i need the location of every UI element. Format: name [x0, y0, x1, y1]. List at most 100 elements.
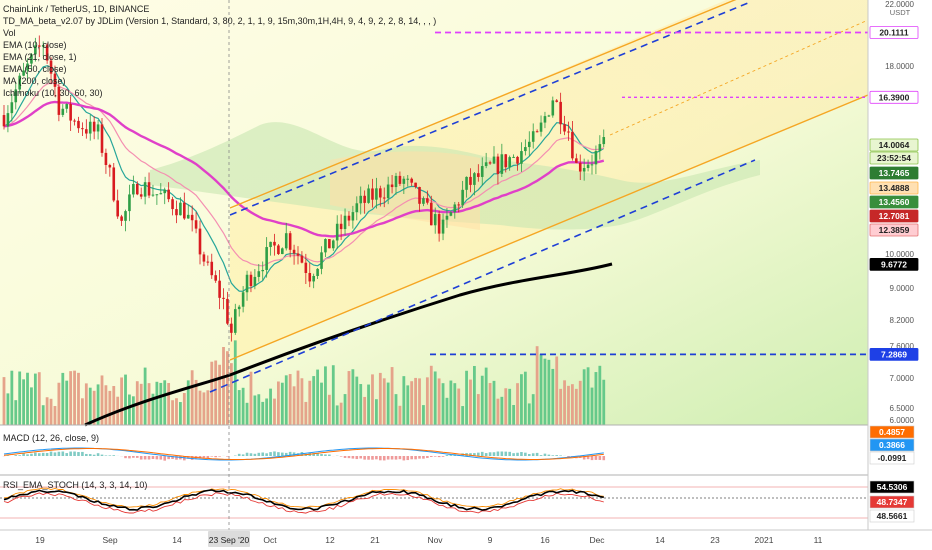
candle-body	[480, 166, 484, 177]
candle-body	[175, 209, 178, 216]
candle-body	[34, 45, 37, 55]
volume-bar	[531, 394, 535, 425]
volume-bar	[402, 376, 406, 425]
volume-bar	[69, 371, 73, 425]
volume-bar	[582, 369, 586, 425]
candle-body	[132, 183, 135, 195]
ema50-line	[3, 100, 605, 238]
macd-tag-box	[869, 425, 915, 439]
volume-bar	[594, 372, 598, 425]
candle-body	[135, 183, 139, 195]
candle-body	[214, 275, 217, 281]
indicator-legend-td[interactable]: TD_MA_beta_v2.07 by JDLim (Version 1, St…	[3, 15, 436, 27]
volume-bar	[488, 383, 492, 425]
candle-body	[269, 241, 272, 248]
candle-body	[61, 108, 65, 115]
indicator-legend-ma200[interactable]: MA (200, close)	[3, 75, 66, 87]
macd-histogram-bar	[512, 453, 515, 456]
macd-histogram-bar	[312, 453, 315, 456]
candle-body	[331, 240, 335, 249]
macd-histogram-bar	[343, 456, 347, 458]
volume-bar	[578, 380, 582, 425]
macd-signal-line	[3, 448, 604, 460]
candle-body	[116, 200, 119, 217]
candle-body	[186, 214, 190, 219]
candle-body	[257, 271, 261, 277]
macd-histogram-bar	[159, 456, 163, 460]
indicator-legend-ema50[interactable]: EMA (50, close)	[3, 63, 67, 75]
candle-body	[202, 254, 206, 262]
volume-bar	[269, 388, 272, 425]
price-tag-label: 7.2869	[881, 349, 907, 359]
indicator-legend-vol[interactable]: Vol	[3, 27, 16, 39]
volume-bar	[527, 403, 531, 425]
macd-histogram-bar	[22, 453, 25, 456]
volume-bar	[171, 400, 174, 425]
macd-histogram-bar	[143, 456, 147, 460]
candle-body	[355, 203, 359, 213]
candle-body	[183, 202, 186, 219]
candle-body	[143, 182, 147, 197]
price-axis-currency: USDT	[890, 8, 911, 17]
candle-body	[351, 212, 355, 221]
volume-bar	[124, 374, 127, 425]
volume-bar	[563, 380, 566, 425]
macd-histogram-bar	[57, 451, 61, 456]
candle-body	[543, 116, 547, 123]
stoch-legend[interactable]: RSI_EMA_STOCH (14, 3, 3, 14, 10)	[3, 479, 147, 491]
macd-histogram-bar	[45, 452, 49, 456]
price-tag-box	[869, 166, 919, 180]
price-axis-tick: 9.0000	[890, 284, 915, 293]
macd-histogram-bar	[167, 456, 170, 460]
volume-bar	[26, 372, 29, 425]
price-tag-label: 9.6772	[881, 259, 907, 269]
candle-body	[339, 223, 343, 230]
candle-body	[590, 164, 594, 166]
time-cursor-label: 23 Sep '20	[209, 535, 250, 545]
price-tag-label: 13.4888	[879, 183, 910, 193]
candle-body	[41, 45, 45, 47]
candle-body	[492, 156, 496, 164]
candle-body	[2, 115, 6, 127]
candle-body	[281, 248, 284, 255]
volume-bar	[327, 394, 331, 425]
volume-bar	[316, 369, 319, 425]
stoch-tag-label: 48.7347	[877, 497, 908, 507]
candle-body	[233, 309, 237, 333]
candle-body	[535, 131, 539, 133]
candle-body	[418, 186, 421, 204]
candle-body	[473, 173, 476, 185]
price-axis-tick: 8.2000	[890, 316, 915, 325]
volume-bar	[277, 381, 280, 425]
volume-bar	[469, 379, 472, 425]
macd-histogram-bar	[473, 453, 476, 456]
macd-histogram-bar	[190, 456, 194, 460]
volume-bar	[292, 386, 296, 425]
candle-body	[433, 214, 437, 226]
volume-bar	[151, 393, 155, 425]
volume-bar	[520, 374, 523, 425]
price-tag-box	[869, 181, 919, 195]
indicator-legend-ema10[interactable]: EMA (10, close)	[3, 39, 67, 51]
macd-histogram-bar	[88, 454, 92, 456]
candle-body	[241, 292, 245, 307]
indicator-label: MA (200, close)	[3, 76, 66, 86]
indicator-legend-ema21[interactable]: EMA (21, close, 1)	[3, 51, 77, 63]
chart-title-legend[interactable]: ChainLink / TetherUS, 1D, BINANCE	[3, 3, 149, 15]
time-axis-label: 9	[488, 535, 493, 545]
volume-bar	[49, 398, 53, 425]
macd-legend[interactable]: MACD (12, 26, close, 9)	[3, 432, 99, 444]
candle-body	[245, 274, 249, 293]
macd-histogram-bar	[206, 456, 210, 459]
candle-body	[159, 193, 163, 195]
candle-body	[547, 115, 551, 117]
candle-body	[210, 261, 214, 276]
volume-bar	[112, 386, 116, 425]
indicator-legend-ichimoku[interactable]: Ichimoku (10, 30, 60, 30)	[3, 87, 103, 99]
macd-histogram-bar	[410, 456, 413, 460]
time-axis-label: 14	[172, 535, 182, 545]
macd-histogram-bar	[14, 455, 18, 456]
macd-histogram-bar	[594, 456, 598, 460]
macd-histogram-bar	[135, 456, 139, 458]
